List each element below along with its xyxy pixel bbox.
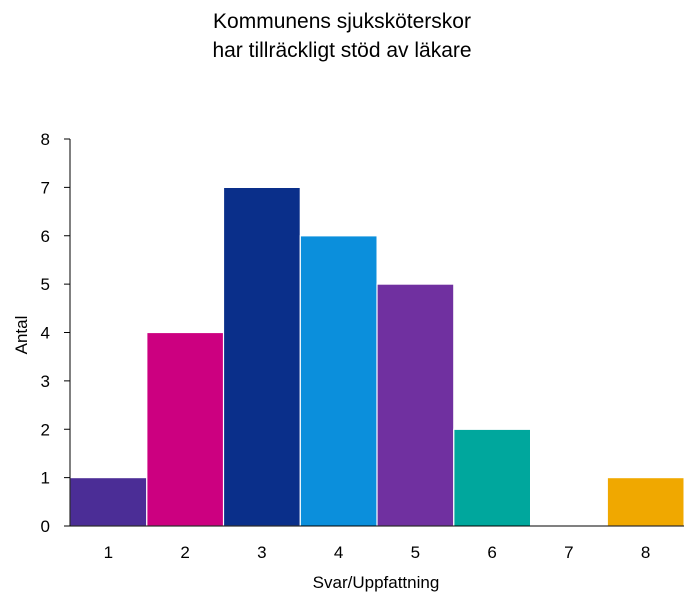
bar-4 <box>299 235 378 527</box>
bar-3 <box>222 186 301 527</box>
x-tick-label-3: 3 <box>257 543 266 562</box>
x-tick-label-6: 6 <box>487 543 496 562</box>
y-tick-label-0: 0 <box>41 517 50 536</box>
bar-1 <box>69 477 148 527</box>
x-tick-label-5: 5 <box>411 543 420 562</box>
y-tick-label-2: 2 <box>41 420 50 439</box>
chart-title-line-1: Kommunens sjuksköterskor <box>213 10 471 33</box>
bar-6 <box>453 428 532 527</box>
x-tick-label-4: 4 <box>334 543 343 562</box>
x-axis: 1 2 3 4 5 6 7 8 <box>70 525 684 562</box>
x-tick-label-8: 8 <box>641 543 650 562</box>
bars-group <box>69 186 684 527</box>
y-tick-label-6: 6 <box>41 227 50 246</box>
x-tick-label-7: 7 <box>564 543 573 562</box>
x-axis-label: Svar/Uppfattning <box>313 573 440 592</box>
y-tick-label-5: 5 <box>41 275 50 294</box>
bar-8 <box>606 477 684 527</box>
bar-5 <box>376 283 455 527</box>
y-tick-label-3: 3 <box>41 372 50 391</box>
y-tick-label-4: 4 <box>41 324 50 343</box>
y-axis: 0 1 2 3 4 5 6 7 8 <box>41 130 71 536</box>
bar-2 <box>146 331 225 527</box>
y-axis-label: Antal <box>12 316 31 355</box>
chart-title-line-2: har tillräckligt stöd av läkare <box>212 39 472 62</box>
y-tick-label-1: 1 <box>41 469 50 488</box>
y-tick-label-7: 7 <box>41 178 50 197</box>
y-tick-label-8: 8 <box>41 130 50 149</box>
x-tick-label-1: 1 <box>104 543 113 562</box>
x-tick-label-2: 2 <box>180 543 189 562</box>
